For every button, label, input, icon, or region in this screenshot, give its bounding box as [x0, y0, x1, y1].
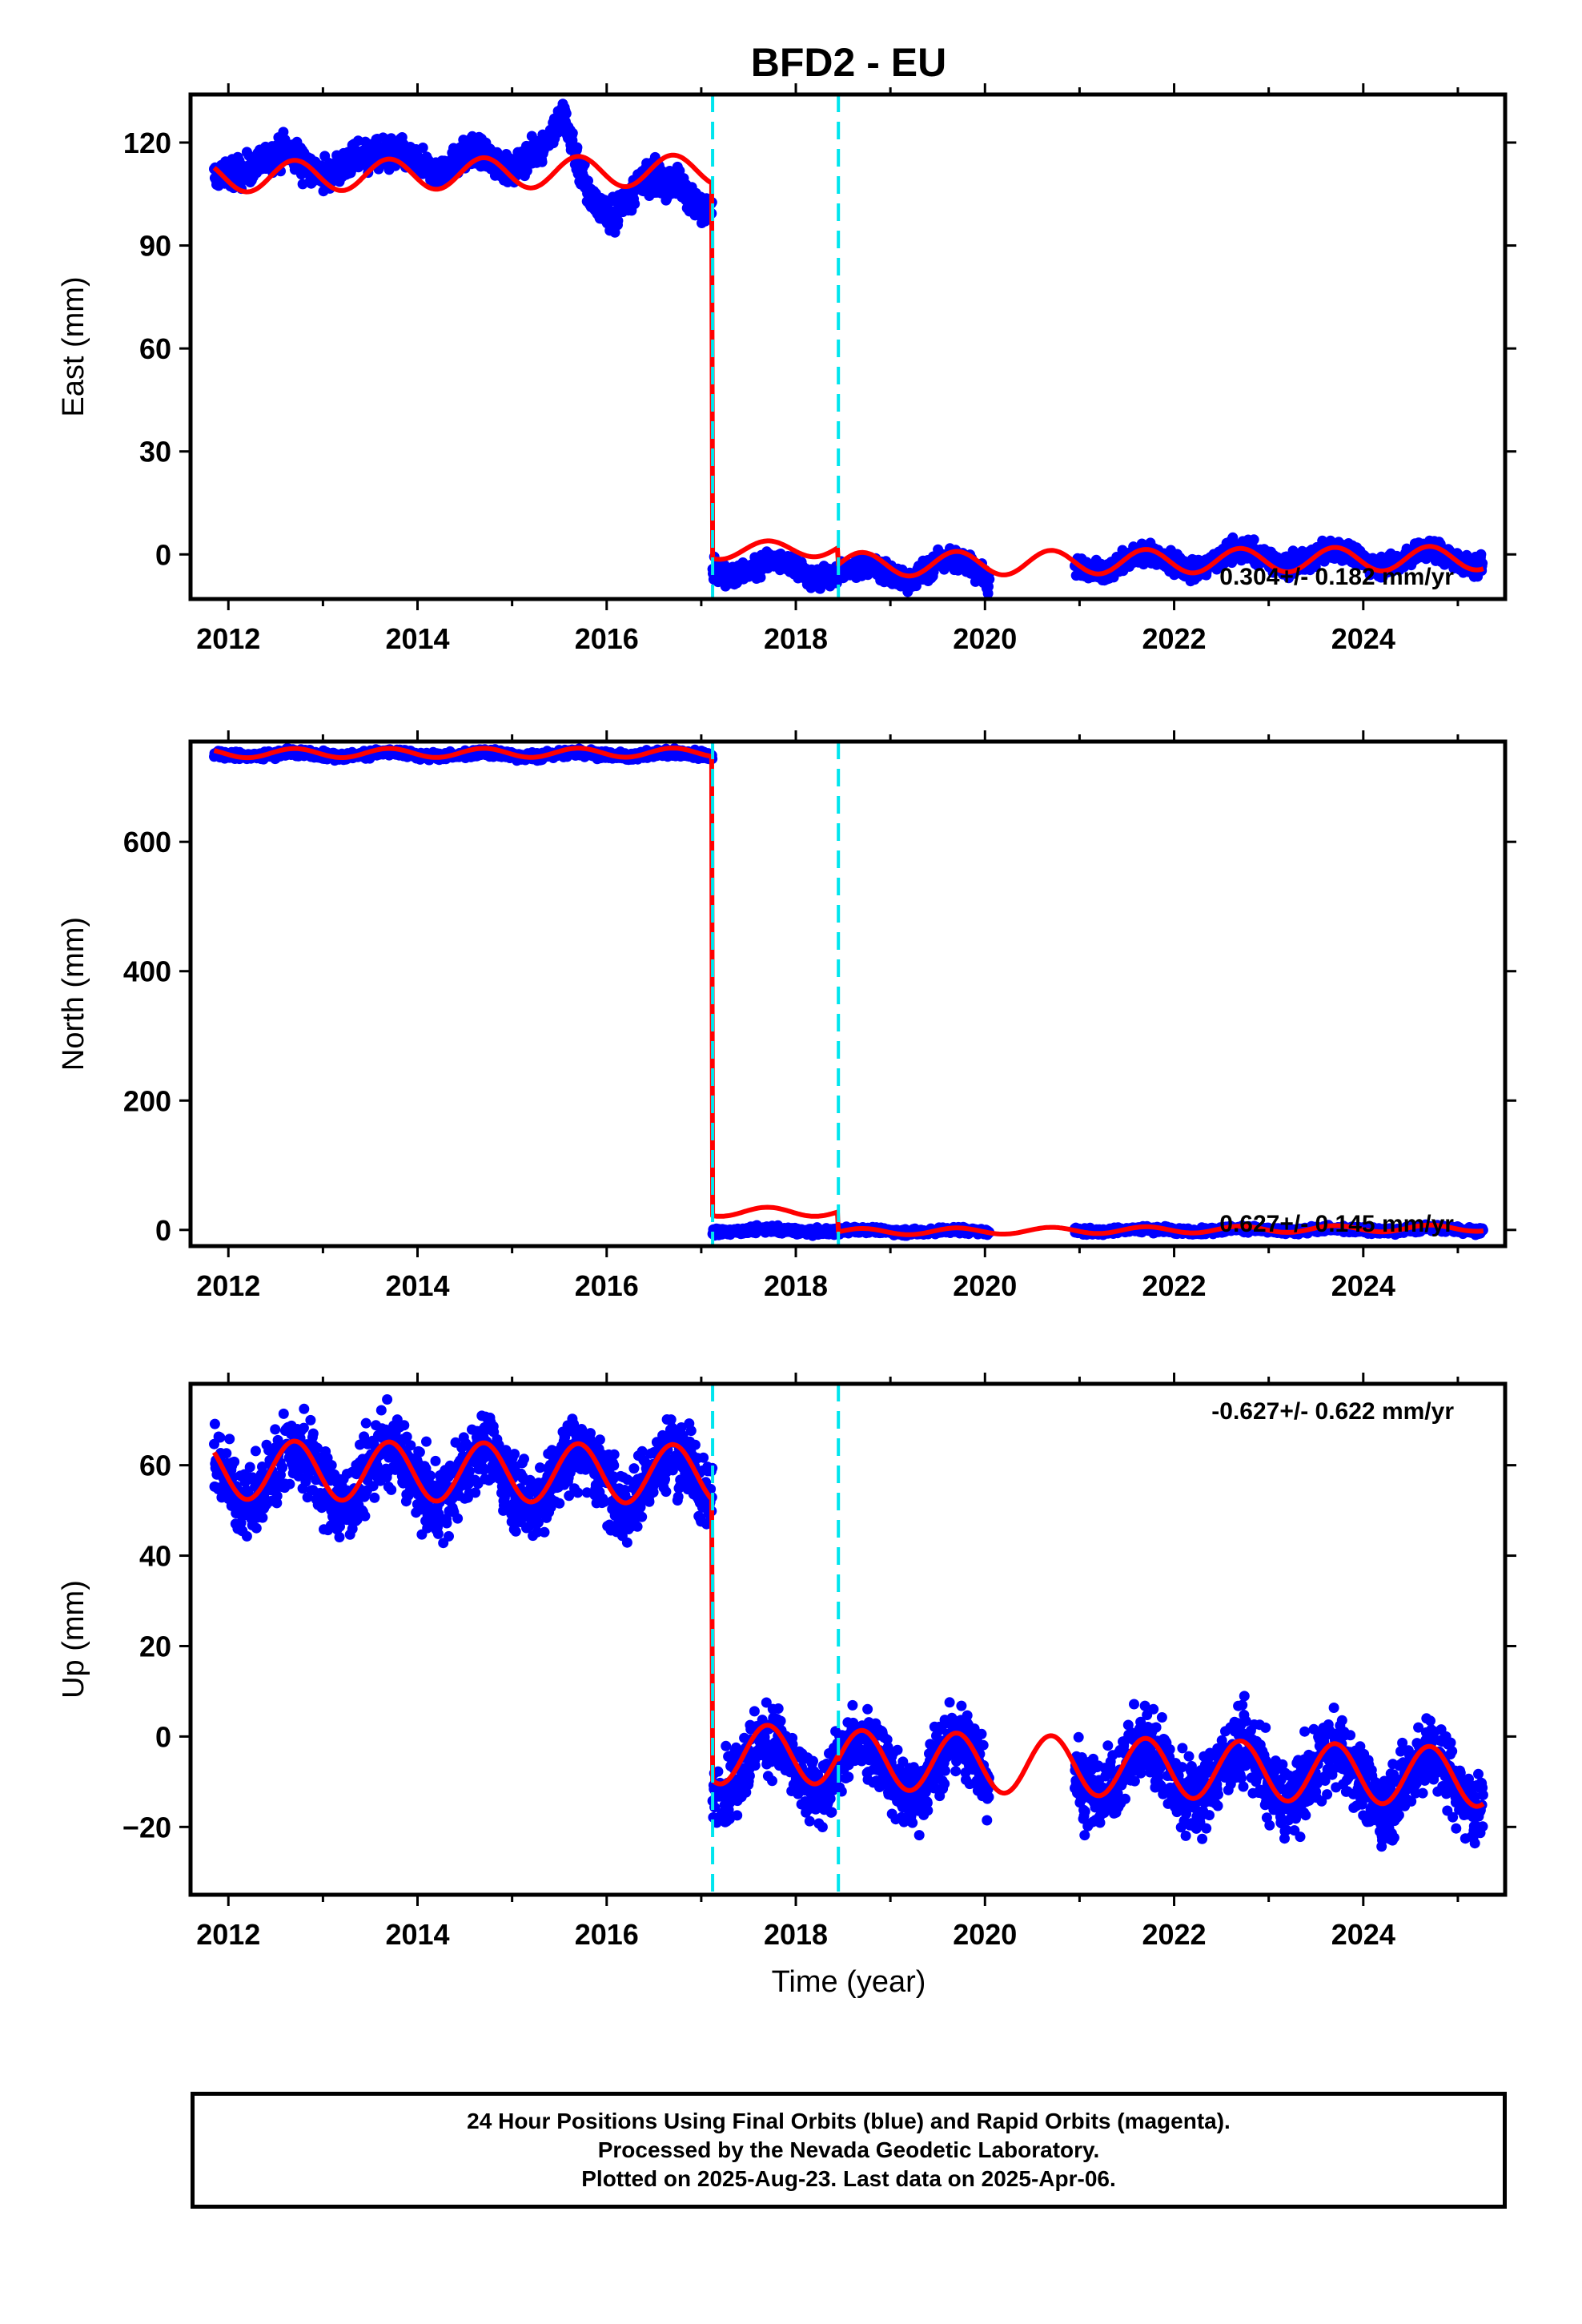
model-line — [212, 152, 1484, 579]
data-point — [567, 127, 578, 139]
panel-east: 0 30 60 90 120 2012 2014 2016 2018 2020 2022 2024 Ea… — [57, 83, 1516, 655]
chart-title: BFD2 - EU — [751, 40, 946, 85]
x-tick-label: 2022 — [1142, 622, 1206, 655]
data-point — [755, 572, 766, 583]
rate-label: 0.304+/- 0.182 mm/yr — [1219, 564, 1454, 590]
data-point — [1476, 549, 1487, 560]
data-point — [629, 199, 640, 210]
x-tick-label: 2012 — [196, 622, 260, 655]
data-point — [583, 175, 593, 187]
y-tick-label: 0 — [155, 538, 171, 571]
data-point — [1477, 557, 1488, 569]
data-point — [572, 142, 583, 153]
x-tick-label: 2024 — [1331, 622, 1395, 655]
data-points — [209, 743, 1488, 1241]
x-tick-label: 2018 — [764, 622, 828, 655]
data-point — [417, 143, 428, 153]
y-tick-label: 30 — [139, 436, 171, 468]
y-tick-label: 120 — [123, 127, 171, 159]
plot-frame — [188, 92, 1508, 601]
data-point — [1248, 534, 1259, 545]
data-point — [536, 156, 548, 167]
x-tick-label: 2016 — [575, 622, 639, 655]
data-points — [209, 99, 1488, 599]
x-tick-label: 2020 — [953, 622, 1017, 655]
data-point — [612, 215, 624, 227]
data-point — [579, 159, 590, 170]
data-point — [984, 573, 995, 585]
data-point — [910, 581, 921, 592]
y-tick-label: 60 — [139, 332, 171, 365]
y-axis-label: East (mm) — [57, 276, 90, 416]
data-point — [560, 108, 572, 119]
y-tick-label: 90 — [139, 230, 171, 263]
x-tick-label: 2014 — [385, 622, 449, 655]
